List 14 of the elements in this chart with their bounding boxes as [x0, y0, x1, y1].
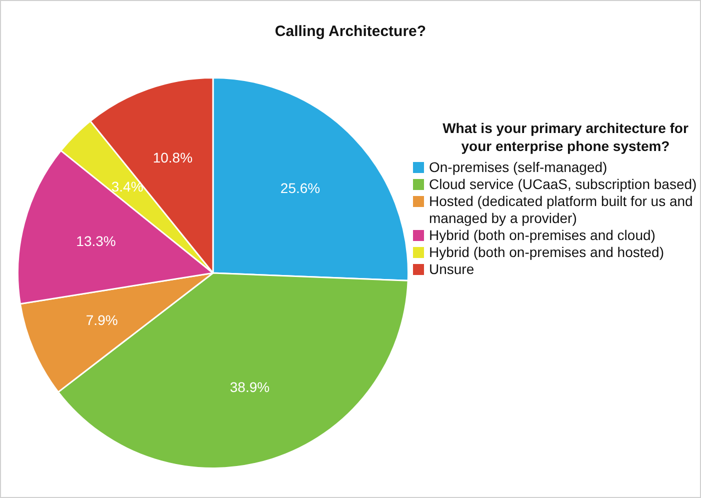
legend-label: Hosted (dedicated platform built for us and managed by a provider)	[429, 193, 694, 227]
legend-title: What is your primary architecture for your enterprise phone system?	[442, 119, 690, 155]
legend-label: Unsure	[429, 261, 474, 278]
legend-label: Hybrid (both on-premises and hosted)	[429, 244, 664, 261]
data-label: 13.3%	[76, 232, 116, 249]
data-label: 38.9%	[230, 379, 270, 396]
data-label: 7.9%	[86, 312, 118, 328]
data-label: 25.6%	[280, 180, 320, 196]
data-label: 10.8%	[152, 150, 193, 166]
legend-label: Cloud service (UCaaS, subscription based)	[429, 176, 697, 193]
legend-label: Hybrid (both on-premises and cloud)	[429, 227, 656, 244]
data-label: 3.4%	[111, 178, 144, 194]
legend-label: On-premises (self-managed)	[429, 159, 608, 176]
chart-title: Calling Architecture?	[274, 23, 428, 40]
